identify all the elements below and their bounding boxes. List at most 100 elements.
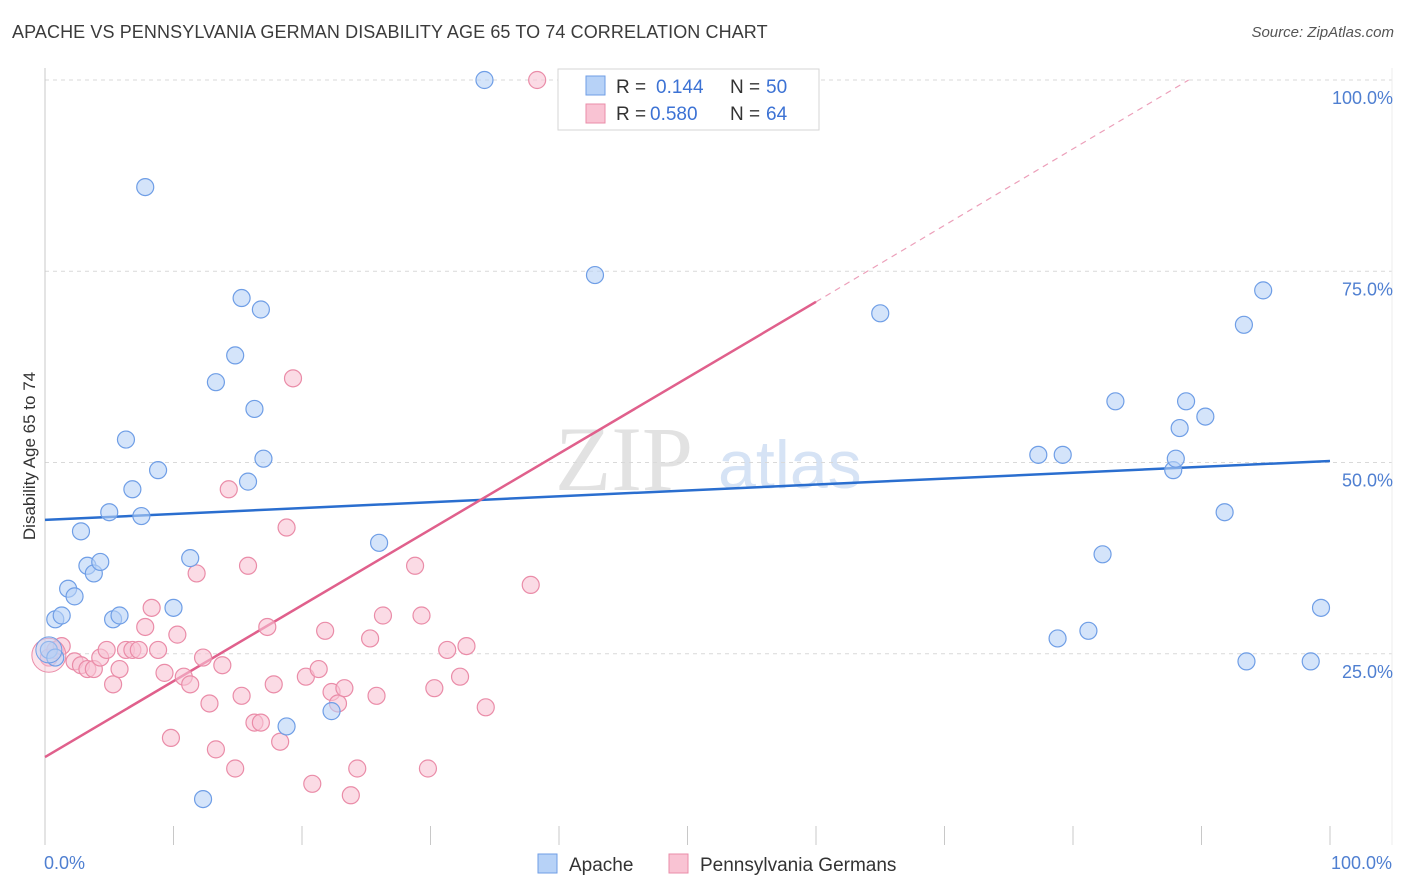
pennsylvania-germans-point (271, 732, 290, 751)
apache-point (181, 549, 200, 568)
apache-point (110, 606, 129, 625)
apache-point (245, 399, 264, 419)
y-axis-label: Disability Age 65 to 74 (20, 372, 39, 540)
apache-point (322, 702, 341, 721)
legend-n-label-pennsylvania-germans: N = (730, 104, 760, 125)
x-tick-label-min: 0.0% (44, 853, 85, 873)
legend-r-value-pennsylvania-germans: 0.580 (650, 104, 698, 125)
pennsylvania-germans-point (438, 640, 457, 660)
legend-n-value-apache: 50 (766, 77, 787, 98)
pennsylvania-germans-point (136, 617, 155, 637)
pennsylvania-germans-point (206, 740, 226, 759)
apache-point (251, 300, 270, 319)
legend-n-label-apache: N = (730, 77, 760, 98)
pennsylvania-germans-point (521, 575, 540, 595)
legend-r-label-apache: R = (616, 77, 646, 98)
apache-point (585, 265, 605, 285)
pennsylvania-germans-point (181, 675, 200, 694)
pennsylvania-germans-point (348, 759, 367, 778)
pennsylvania-germans-point (264, 675, 283, 694)
pennsylvania-germans-point (373, 606, 393, 625)
pennsylvania-germans-point (219, 480, 238, 499)
apache-point (1237, 652, 1256, 671)
y-tick-label: 100.0% (1332, 88, 1393, 108)
pennsylvania-germans-point (457, 636, 476, 656)
pennsylvania-germans-trend-line (44, 300, 817, 759)
apache-point (91, 552, 110, 572)
pennsylvania-germans-point (303, 774, 322, 793)
apache-point (1053, 445, 1072, 464)
legend-swatch-apache (585, 75, 606, 96)
apache-point (1170, 418, 1189, 438)
series-legend-label-pennsylvania-germans: Pennsylvania Germans (700, 855, 896, 876)
apache-point (1254, 281, 1273, 300)
apache-point (370, 533, 389, 552)
apache-point (132, 506, 151, 526)
y-tick-label: 75.0% (1342, 279, 1393, 299)
pennsylvania-germans-point (335, 679, 354, 698)
pennsylvania-germans-point (97, 640, 116, 660)
pennsylvania-germans-point (405, 556, 425, 575)
pennsylvania-germans-point (251, 713, 270, 732)
apache-point (238, 472, 258, 491)
series-legend-swatch-pennsylvania-germans (668, 853, 689, 874)
apache-point (164, 598, 183, 617)
pennsylvania-germans-point (226, 759, 245, 778)
chart-source: Source: ZipAtlas.com (1251, 24, 1394, 41)
apache-point (1234, 315, 1254, 334)
apache-cluster-point (35, 636, 63, 664)
pennsylvania-germans-point (476, 698, 495, 717)
pennsylvania-germans-point (283, 369, 303, 388)
apache-point (1301, 652, 1320, 671)
apache-point (475, 70, 494, 90)
apache-point (100, 503, 119, 522)
pennsylvania-germans-point (155, 663, 174, 682)
apache-point (116, 430, 136, 449)
axes (44, 68, 1393, 845)
pennsylvania-germans-point (425, 679, 444, 698)
trend-lines (44, 79, 1331, 759)
apache-trend-line (44, 459, 1331, 522)
pennsylvania-germans-point (412, 606, 431, 625)
series-legend: Apache Pennsylvania Germans (537, 853, 896, 876)
apache-point (136, 178, 155, 197)
apache-point (232, 288, 251, 308)
legend-n-value-pennsylvania-germans: 64 (766, 104, 788, 125)
legend-swatch-pennsylvania-germans (585, 103, 606, 124)
pennsylvania-germans-point (450, 667, 470, 686)
apache-points (35, 70, 1331, 809)
apache-point (277, 717, 296, 736)
apache-point (1048, 629, 1067, 648)
pennsylvania-germans-point (193, 648, 213, 667)
pennsylvania-germans-point (161, 728, 181, 748)
apache-point (1079, 621, 1098, 640)
pennsylvania-germans-point (187, 564, 206, 583)
x-tick-label-max: 100.0% (1331, 853, 1392, 873)
apache-point (254, 449, 273, 468)
pennsylvania-germans-point (104, 675, 123, 694)
apache-point (206, 373, 226, 392)
pennsylvania-germans-point (213, 656, 232, 675)
pennsylvania-germans-point (129, 640, 148, 660)
apache-point (1106, 392, 1125, 411)
pennsylvania-germans-point (316, 621, 335, 640)
series-legend-swatch-apache (537, 853, 558, 874)
pennsylvania-germans-point (168, 625, 187, 644)
legend-r-label-pennsylvania-germans: R = (616, 104, 646, 125)
pennsylvania-germans-point (258, 617, 277, 637)
apache-point (52, 606, 71, 625)
apache-point (46, 648, 65, 667)
apache-point (1311, 598, 1331, 617)
pennsylvania-germans-point (277, 518, 296, 537)
apache-point (1093, 545, 1112, 564)
apache-point (1166, 449, 1185, 468)
apache-point (65, 587, 84, 606)
legend-r-value-apache: 0.144 (656, 77, 704, 98)
pennsylvania-germans-point (367, 686, 386, 705)
pennsylvania-germans-point (238, 556, 258, 575)
pennsylvania-germans-point (148, 640, 168, 660)
pennsylvania-germans-point (232, 686, 251, 705)
pennsylvania-germans-point (528, 70, 547, 90)
apache-point (1215, 503, 1234, 522)
